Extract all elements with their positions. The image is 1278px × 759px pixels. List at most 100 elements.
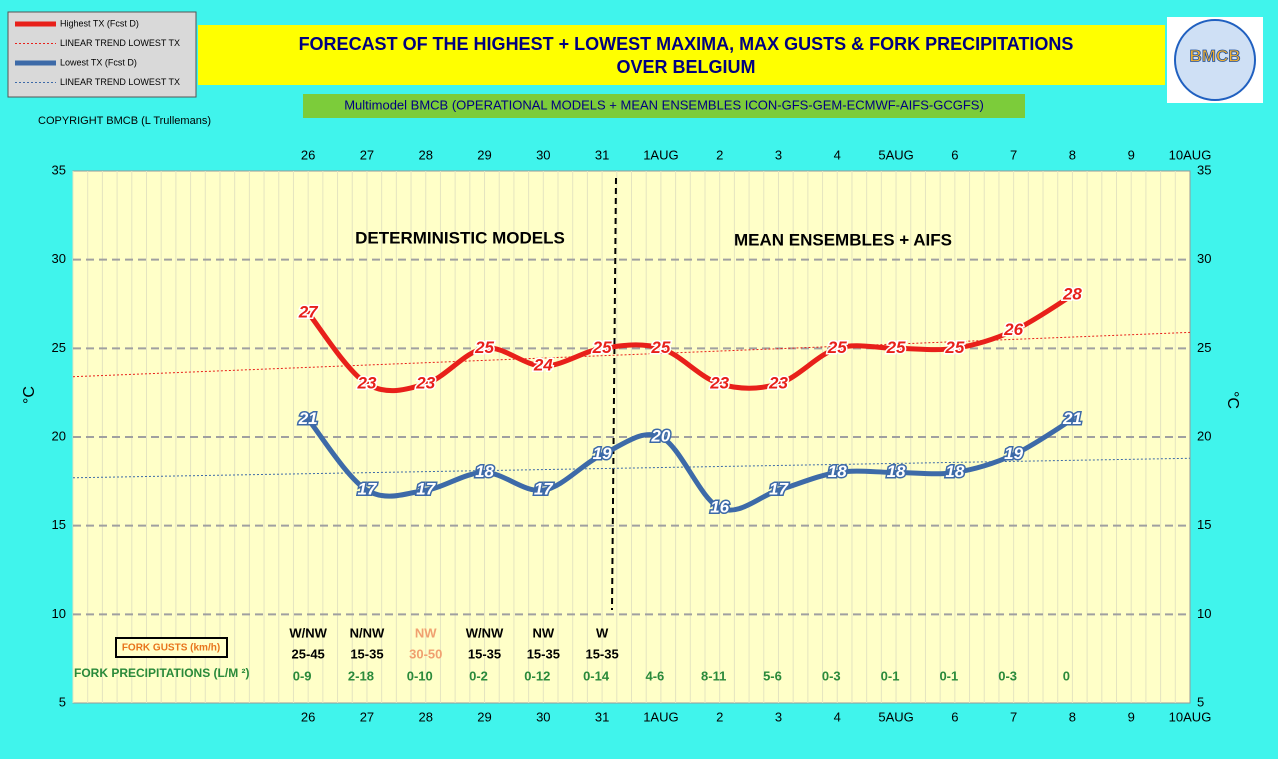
x-tick-label: 28 [419,709,433,724]
data-label: 18 [828,462,847,481]
x-tick-label: 4 [834,709,841,724]
x-tick-label: 5AUG [878,709,913,724]
gust-speed: 15-35 [350,646,383,661]
precip-value: 2-18 [348,668,374,683]
x-tick-label: 10AUG [1169,147,1212,162]
data-label: 23 [356,373,376,392]
data-label: 24 [533,356,553,375]
data-label: 16 [710,497,729,516]
logo [1174,19,1256,101]
gust-direction: W/NW [289,625,327,640]
precip-value: 0-2 [469,668,488,683]
x-tick-label: 6 [951,709,958,724]
x-tick-label: 29 [477,709,491,724]
y-tick-label: 5 [1197,694,1204,709]
x-tick-label: 7 [1010,709,1017,724]
y-tick-label: 10 [52,606,66,621]
data-label: 19 [593,444,612,463]
annotation: MEAN ENSEMBLES + AIFS [734,230,952,249]
data-label: 25 [886,338,906,357]
x-tick-label: 30 [536,147,550,162]
precip-value: 0-9 [293,668,312,683]
x-tick-label: 29 [477,147,491,162]
logo-text: BMCB [1190,46,1241,65]
y-tick-label: 30 [52,251,66,266]
y-tick-label: 20 [1197,428,1211,443]
x-tick-label: 26 [301,147,315,162]
x-tick-label: 5AUG [878,147,913,162]
x-tick-label: 28 [419,147,433,162]
copyright: COPYRIGHT BMCB (L Trullemans) [38,115,211,127]
gust-direction: W/NW [466,625,504,640]
chart-title: FORECAST OF THE HIGHEST + LOWEST MAXIMA,… [299,34,1074,54]
precip-value: 0 [1063,668,1070,683]
y-axis-label: °C [1224,391,1241,409]
data-label: 28 [1062,285,1082,304]
data-label: 18 [475,462,494,481]
x-tick-label: 1AUG [643,709,678,724]
x-tick-label: 10AUG [1169,709,1212,724]
chart-title: OVER BELGIUM [616,57,755,77]
data-label: 19 [1004,444,1023,463]
data-label: 25 [650,338,670,357]
annotation: DETERMINISTIC MODELS [355,228,565,247]
x-tick-label: 26 [301,709,315,724]
data-label: 23 [768,373,788,392]
legend-label: LINEAR TREND LOWEST TX [60,77,180,87]
data-label: 23 [709,373,729,392]
x-tick-label: 8 [1069,709,1076,724]
y-tick-label: 35 [1197,162,1211,177]
x-tick-label: 27 [360,709,374,724]
data-label: 25 [474,338,494,357]
x-tick-label: 2 [716,147,723,162]
data-label: 21 [1062,409,1082,428]
data-label: 25 [827,338,847,357]
y-tick-label: 25 [1197,340,1211,355]
y-tick-label: 25 [52,340,66,355]
precip-value: 0-10 [407,668,433,683]
x-tick-label: 8 [1069,147,1076,162]
data-label: 25 [592,338,612,357]
y-tick-label: 15 [52,517,66,532]
precip-value: 5-6 [763,668,782,683]
x-tick-label: 27 [360,147,374,162]
x-tick-label: 31 [595,709,609,724]
data-label: 25 [944,338,964,357]
gust-speed: 15-35 [468,646,501,661]
data-label: 21 [298,409,318,428]
precip-value: 0-14 [583,668,610,683]
y-tick-label: 30 [1197,251,1211,266]
gust-speed: 30-50 [409,646,442,661]
data-label: 17 [416,480,436,499]
precip-value: 0-1 [881,668,900,683]
precip-value: 0-12 [524,668,550,683]
y-tick-label: 20 [52,428,66,443]
subtitle: Multimodel BMCB (OPERATIONAL MODELS + ME… [344,97,984,112]
x-tick-label: 2 [716,709,723,724]
gusts-title: FORK GUSTS (km/h) [122,643,220,654]
precip-title: FORK PRECIPITATIONS (L/M ²) [74,666,250,680]
data-label: 17 [534,480,554,499]
precip-value: 8-11 [701,668,726,683]
x-tick-label: 3 [775,147,782,162]
data-label: 26 [1003,320,1023,339]
gust-direction: NW [532,625,554,640]
precip-value: 4-6 [645,668,664,683]
precip-value: 0-3 [998,668,1017,683]
gust-speed: 25-45 [292,646,325,661]
x-tick-label: 3 [775,709,782,724]
x-tick-label: 7 [1010,147,1017,162]
x-tick-label: 30 [536,709,550,724]
series-line [305,292,1075,394]
legend-label: Lowest TX (Fcst D) [60,57,137,67]
x-tick-label: 4 [834,147,841,162]
data-label: 27 [298,302,319,321]
data-label: 23 [415,373,435,392]
y-tick-label: 15 [1197,517,1211,532]
y-axis-label: °C [21,386,38,404]
divider [611,177,617,611]
x-tick-label: 9 [1128,147,1135,162]
precip-value: 0-1 [939,668,958,683]
series-line [305,416,1075,513]
